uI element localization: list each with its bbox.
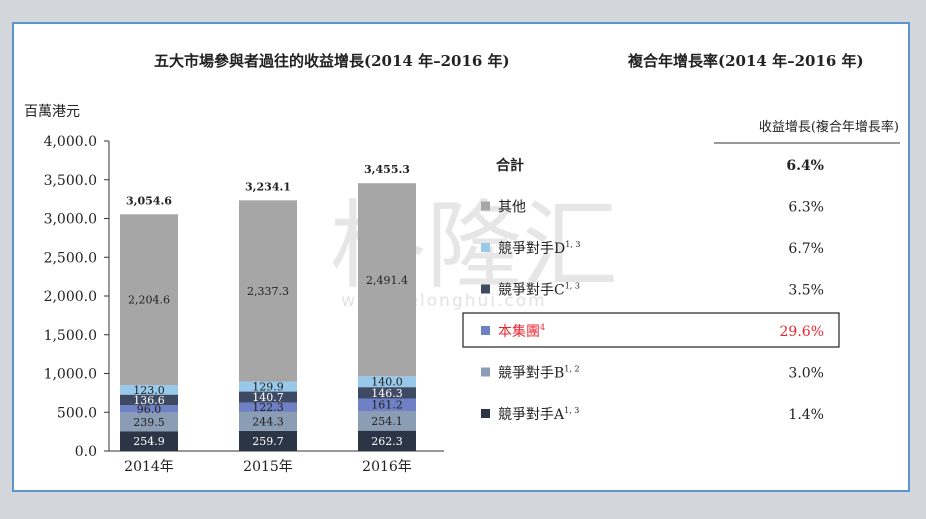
bar-segment (239, 402, 297, 412)
legend-cagr-value: 6.7% (788, 241, 824, 257)
bar-value-label: 254.1 (371, 415, 403, 428)
bar-value-label: 146.3 (371, 387, 403, 400)
bar-value-label: 122.3 (252, 401, 284, 414)
legend-cagr-value: 6.3% (788, 200, 824, 216)
bar-value-label: 96.0 (137, 403, 162, 416)
legend-label: 競爭對手C1, 3 (498, 282, 580, 299)
legend-cagr-value: 1.4% (788, 407, 824, 423)
y-tick-label: 2,000.0 (44, 289, 97, 305)
legend-swatch (481, 284, 490, 294)
legend-label: 競爭對手D1, 3 (498, 240, 581, 257)
chart-card: 格隆汇 www.gelonghui.com 五大市場參與者過往的收益增長(201… (12, 22, 910, 492)
bar-segment (239, 381, 297, 392)
highlight-box (462, 312, 840, 348)
x-tick-label: 2014年 (124, 459, 174, 475)
axis-layer: 0.0 500.0 1,000.0 1,500.0 2,000.0 2,500.0 3,00… (44, 134, 444, 460)
bar-value-label: 2,204.6 (128, 294, 170, 307)
y-tick-label: 3,500.0 (44, 173, 97, 189)
bar-value-label: 140.7 (252, 391, 284, 404)
y-tick-label: 4,000.0 (44, 134, 97, 150)
legend-label: 競爭對手A1, 3 (498, 406, 579, 423)
y-tick-label: 1,500.0 (44, 328, 97, 344)
legend-swatch (481, 201, 490, 211)
x-tick-label: 2015年 (243, 459, 293, 475)
bar-segment (358, 387, 416, 399)
bar-segment (239, 411, 297, 431)
legend-cagr-value: 3.0% (788, 366, 824, 382)
legend-total-value: 6.4% (786, 158, 824, 174)
bar-segment (239, 391, 297, 403)
bar-segment (120, 405, 178, 413)
bar-segment (358, 183, 416, 377)
bar-segment (358, 376, 416, 388)
bar-value-label: 136.6 (133, 394, 165, 407)
bar-value-label: 2,337.3 (247, 285, 289, 298)
y-tick-label: 1,000.0 (44, 367, 97, 383)
y-axis-unit: 百萬港元 (24, 104, 80, 120)
legend-label: 本集團4 (498, 323, 545, 340)
bar-value-label: 129.9 (252, 381, 284, 394)
legend-swatch (481, 409, 490, 418)
bar-segment (358, 410, 416, 431)
bar-segment (120, 385, 178, 395)
x-tick-label: 2016年 (362, 459, 412, 475)
bar-segment (120, 214, 178, 386)
bar-segment (120, 394, 178, 406)
y-tick-label: 0.0 (75, 444, 97, 460)
bar-value-label: 140.0 (371, 376, 403, 389)
bar-total-label: 3,234.1 (245, 180, 291, 193)
legend-layer: 合計 6.4% 其他 6.3% 競爭對手D1, 3 6.7% 競爭對手C1, 3 3.5% 本集… (462, 157, 840, 423)
legend-label: 競爭對手B1, 2 (498, 365, 580, 382)
legend-cagr-value: 3.5% (788, 283, 824, 299)
legend-swatch (481, 243, 490, 252)
bar-value-label: 161.2 (371, 399, 403, 412)
bar-value-label: 254.9 (133, 435, 165, 448)
bar-segment (358, 398, 416, 411)
bar-segment (120, 431, 178, 451)
bar-value-label: 123.0 (133, 384, 165, 397)
chart-title: 五大市場參與者過往的收益增長(2014 年–2016 年) (154, 52, 510, 70)
legend-swatch (481, 326, 490, 335)
bar-segment (358, 430, 416, 451)
bar-value-label: 244.3 (252, 415, 284, 428)
legend-total-label: 合計 (496, 157, 524, 174)
legend-swatch (481, 367, 490, 377)
bar-total-label: 3,455.3 (364, 163, 410, 176)
bar-segment (120, 412, 178, 432)
y-tick-label: 2,500.0 (44, 250, 97, 266)
legend-cagr-value: 29.6% (780, 324, 824, 340)
bar-value-label: 262.3 (371, 435, 403, 448)
legend-label: 其他 (498, 200, 526, 216)
chart-svg: 格隆汇 www.gelonghui.com 五大市場參與者過往的收益增長(201… (24, 52, 900, 475)
bar-total-label: 3,054.6 (126, 194, 172, 207)
y-tick-label: 3,000.0 (44, 212, 97, 228)
table-header: 收益增長(複合年增長率) (759, 119, 899, 135)
bar-segment (239, 430, 297, 451)
bar-value-label: 259.7 (252, 435, 284, 448)
bar-value-label: 2,491.4 (366, 274, 408, 287)
cagr-title: 複合年增長率(2014 年–2016 年) (627, 52, 864, 70)
bar-value-label: 239.5 (133, 416, 165, 429)
bar-segment (239, 200, 297, 382)
y-tick-label: 500.0 (57, 405, 97, 421)
